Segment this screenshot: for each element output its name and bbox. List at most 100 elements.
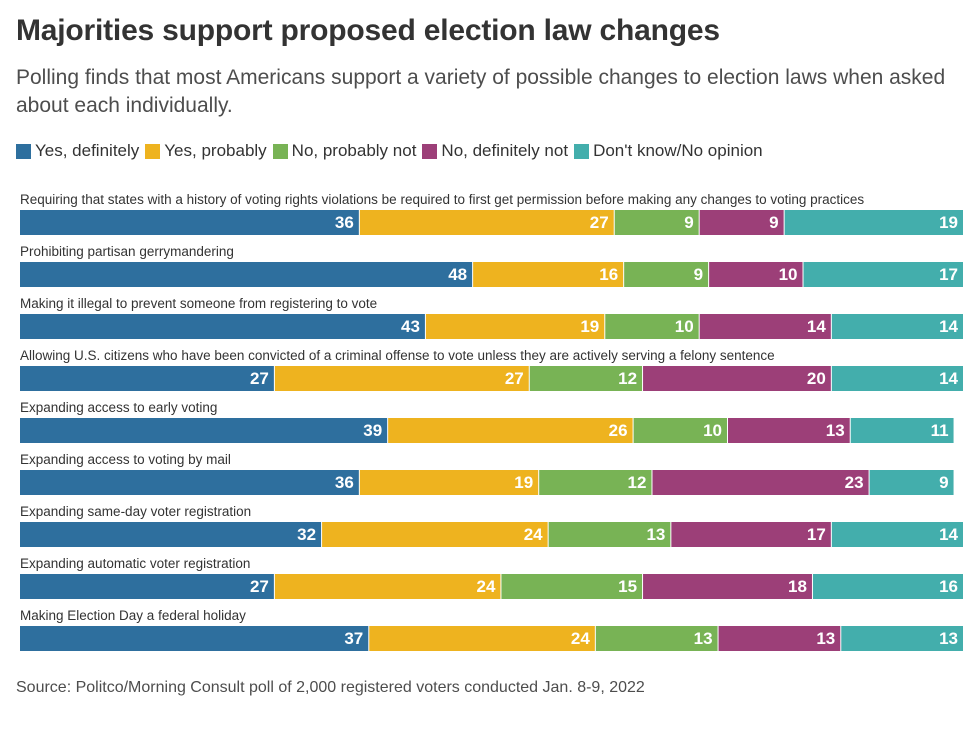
bar-value-label: 10: [779, 265, 798, 284]
bar-segment: [831, 522, 963, 547]
legend-swatch: [272, 143, 288, 159]
bar-value-label: 27: [505, 369, 524, 388]
category-label: Expanding automatic voter registration: [20, 556, 250, 571]
bar-segment: [529, 366, 643, 391]
bar-segment: [643, 366, 831, 391]
bar-segment: [605, 314, 699, 339]
bar-value-label: 19: [514, 473, 533, 492]
bar-segment: [803, 262, 963, 287]
bar-value-label: 10: [675, 317, 694, 336]
bar-value-label: 10: [703, 421, 722, 440]
bar-segment: [20, 314, 425, 339]
bar-value-label: 12: [628, 473, 647, 492]
bar-value-label: 23: [845, 473, 864, 492]
legend-swatch: [422, 143, 438, 159]
bar-segment: [20, 522, 322, 547]
bar-segment: [831, 314, 963, 339]
bar-segment: [20, 574, 274, 599]
bar-value-label: 15: [618, 577, 637, 596]
bar-segment: [20, 210, 359, 235]
bar-segment: [841, 626, 963, 651]
bar-segment: [671, 522, 831, 547]
category-label: Expanding same-day voter registration: [20, 504, 251, 519]
bar-value-label: 14: [939, 317, 958, 336]
bar-segment: [784, 210, 963, 235]
bar-value-label: 12: [618, 369, 637, 388]
bar-segment: [369, 626, 595, 651]
chart-subtitle: Polling finds that most Americans suppor…: [16, 66, 946, 117]
bar-segment: [699, 210, 784, 235]
bar-segment: [831, 366, 963, 391]
bar-value-label: 18: [788, 577, 807, 596]
stacked-bar-chart: Requiring that states with a history of …: [20, 192, 963, 651]
bar-value-label: 32: [297, 525, 316, 544]
category-label: Allowing U.S. citizens who have been con…: [20, 348, 775, 363]
bar-segment: [274, 574, 501, 599]
bar-value-label: 48: [448, 265, 467, 284]
bar-segment: [709, 262, 803, 287]
legend-label: Yes, probably: [164, 141, 267, 160]
bar-value-label: 39: [363, 421, 382, 440]
bar-segment: [614, 210, 699, 235]
bar-value-label: 36: [335, 473, 354, 492]
bar-value-label: 9: [769, 213, 778, 232]
bar-segment: [20, 470, 359, 495]
bar-segment: [643, 574, 812, 599]
category-label: Expanding access to early voting: [20, 400, 217, 415]
bar-segment: [388, 418, 633, 443]
bar-value-label: 9: [694, 265, 703, 284]
bar-segment: [850, 418, 954, 443]
bar-segment: [624, 262, 709, 287]
bar-segment: [274, 366, 529, 391]
bar-segment: [633, 418, 727, 443]
category-label: Requiring that states with a history of …: [20, 192, 864, 207]
legend-label: No, probably not: [291, 141, 417, 160]
category-label: Expanding access to voting by mail: [20, 452, 231, 467]
bar-value-label: 13: [939, 629, 958, 648]
bar-segment: [322, 522, 548, 547]
bar-segment: [728, 418, 850, 443]
bar-segment: [595, 626, 718, 651]
bar-value-label: 11: [931, 421, 949, 440]
legend: Yes, definitely Yes, probably No, probab…: [16, 141, 769, 161]
bar-value-label: 16: [599, 265, 618, 284]
bar-segment: [20, 626, 369, 651]
bar-segment: [359, 210, 614, 235]
bar-value-label: 9: [684, 213, 693, 232]
bar-value-label: 43: [401, 317, 420, 336]
bar-value-label: 13: [646, 525, 665, 544]
bar-segment: [699, 314, 831, 339]
bar-value-label: 14: [939, 369, 958, 388]
bar-segment: [501, 574, 643, 599]
bar-segment: [473, 262, 624, 287]
bar-value-label: 37: [344, 629, 363, 648]
bar-value-label: 14: [807, 317, 826, 336]
legend-item-yes-definitely: Yes, definitely: [16, 141, 139, 161]
bar-segment: [539, 470, 652, 495]
bar-value-label: 27: [590, 213, 609, 232]
bar-value-label: 19: [580, 317, 599, 336]
legend-item-yes-probably: Yes, probably: [145, 141, 267, 161]
bar-segment: [652, 470, 869, 495]
bar-value-label: 13: [694, 629, 713, 648]
category-label: Making it illegal to prevent someone fro…: [20, 296, 377, 311]
category-label: Prohibiting partisan gerrymandering: [20, 244, 234, 259]
legend-swatch: [574, 143, 590, 159]
bar-segment: [20, 262, 473, 287]
legend-item-dont-know: Don't know/No opinion: [574, 141, 763, 161]
bar-value-label: 17: [939, 265, 958, 284]
bar-value-label: 24: [571, 629, 590, 648]
bar-segment: [869, 470, 954, 495]
bar-value-label: 27: [250, 577, 269, 596]
bar-segment: [812, 574, 963, 599]
bar-value-label: 19: [939, 213, 958, 232]
legend-swatch: [16, 143, 31, 159]
legend-label: No, definitely not: [441, 141, 569, 160]
bar-segment: [20, 366, 274, 391]
bar-segment: [718, 626, 841, 651]
bar-value-label: 17: [807, 525, 826, 544]
bar-value-label: 16: [939, 577, 958, 596]
legend-item-no-probably-not: No, probably not: [272, 141, 417, 161]
chart-title: Majorities support proposed election law…: [16, 14, 720, 47]
bar-segment: [425, 314, 605, 339]
